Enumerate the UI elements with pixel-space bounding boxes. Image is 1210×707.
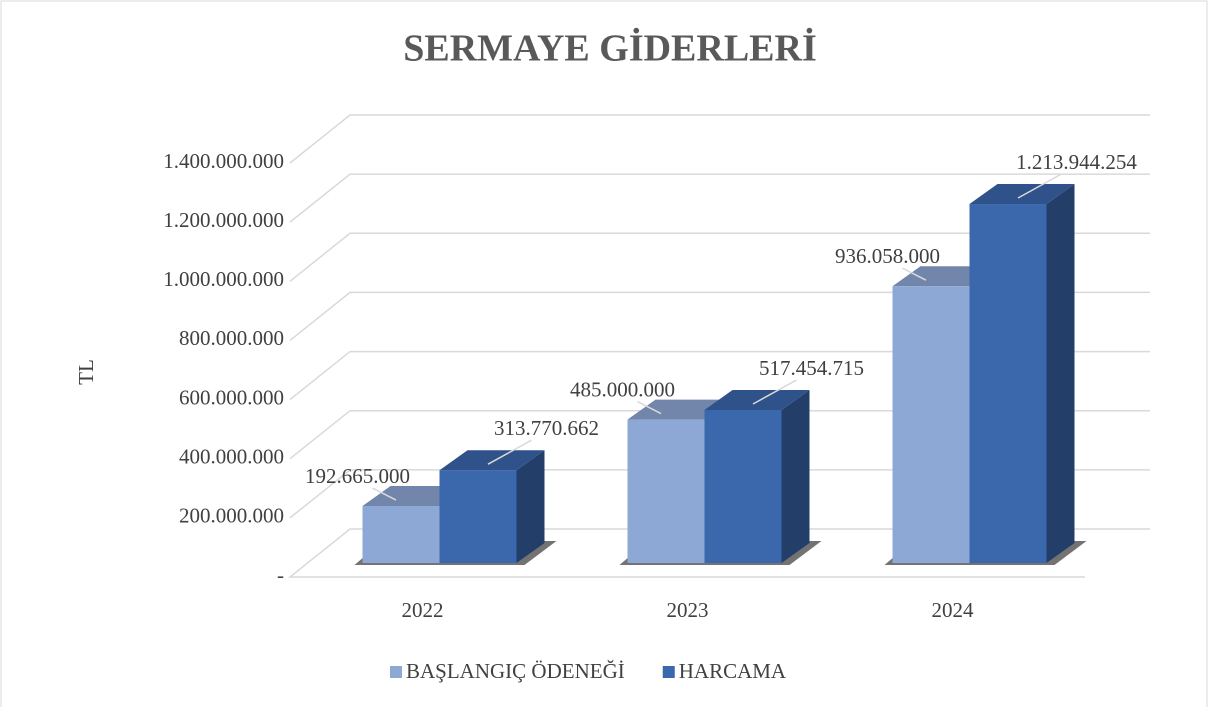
x-tick-label: 2022 bbox=[402, 598, 444, 622]
bar-side bbox=[1046, 184, 1075, 563]
bar-front bbox=[439, 470, 517, 563]
bar-side bbox=[516, 450, 545, 563]
x-tick-label: 2024 bbox=[932, 598, 975, 622]
label-leader bbox=[1017, 173, 1062, 199]
bar-side bbox=[781, 389, 810, 563]
y-tick-label: 1.400.000.000 bbox=[163, 149, 284, 173]
label-leader bbox=[372, 487, 397, 501]
label-leader bbox=[487, 439, 532, 465]
y-axis-label: TL bbox=[74, 359, 98, 385]
legend-swatch bbox=[662, 666, 675, 678]
bar-front bbox=[627, 419, 705, 563]
bar-front bbox=[362, 506, 440, 563]
data-label: 313.770.662 bbox=[494, 416, 599, 440]
y-tick-label: 1.000.000.000 bbox=[163, 267, 284, 291]
bar bbox=[704, 389, 810, 563]
data-label: 936.058.000 bbox=[835, 244, 940, 268]
legend-swatch bbox=[390, 666, 402, 678]
label-leader bbox=[637, 400, 662, 415]
y-tick-label: 600.000.000 bbox=[179, 385, 284, 409]
grid-line bbox=[289, 409, 1150, 460]
bar-top bbox=[969, 184, 1075, 205]
y-tick-label: 800.000.000 bbox=[179, 326, 284, 350]
grid-line bbox=[289, 173, 1150, 223]
label-leader bbox=[752, 379, 797, 405]
bar-top bbox=[704, 389, 810, 410]
y-tick-label: 200.000.000 bbox=[179, 504, 284, 528]
legend-label: BAŞLANGIÇ ÖDENEĞİ bbox=[406, 659, 625, 683]
bar bbox=[969, 184, 1075, 563]
grid-line bbox=[289, 114, 1150, 164]
bar-top bbox=[439, 450, 545, 471]
y-tick-label: - bbox=[277, 563, 284, 587]
data-label: 517.454.715 bbox=[759, 356, 864, 380]
chart-title: SERMAYE GİDERLERİ bbox=[403, 28, 817, 70]
data-label: 1.213.944.254 bbox=[1016, 150, 1137, 174]
grid-line bbox=[289, 232, 1150, 282]
bar-front bbox=[969, 204, 1047, 563]
grid-line bbox=[289, 469, 1150, 519]
legend-label: HARCAMA bbox=[679, 659, 787, 683]
x-tick-label: 2023 bbox=[667, 598, 709, 622]
y-tick-label: 400.000.000 bbox=[179, 445, 284, 469]
grid-line bbox=[289, 350, 1150, 401]
data-label: 192.665.000 bbox=[305, 464, 410, 488]
data-label: 485.000.000 bbox=[570, 377, 675, 401]
y-tick-label: 1.200.000.000 bbox=[163, 208, 284, 232]
bar-front bbox=[892, 286, 970, 563]
label-leader bbox=[902, 267, 927, 281]
bar-front bbox=[704, 409, 782, 563]
bar bbox=[439, 450, 545, 563]
grid-line bbox=[289, 291, 1150, 342]
